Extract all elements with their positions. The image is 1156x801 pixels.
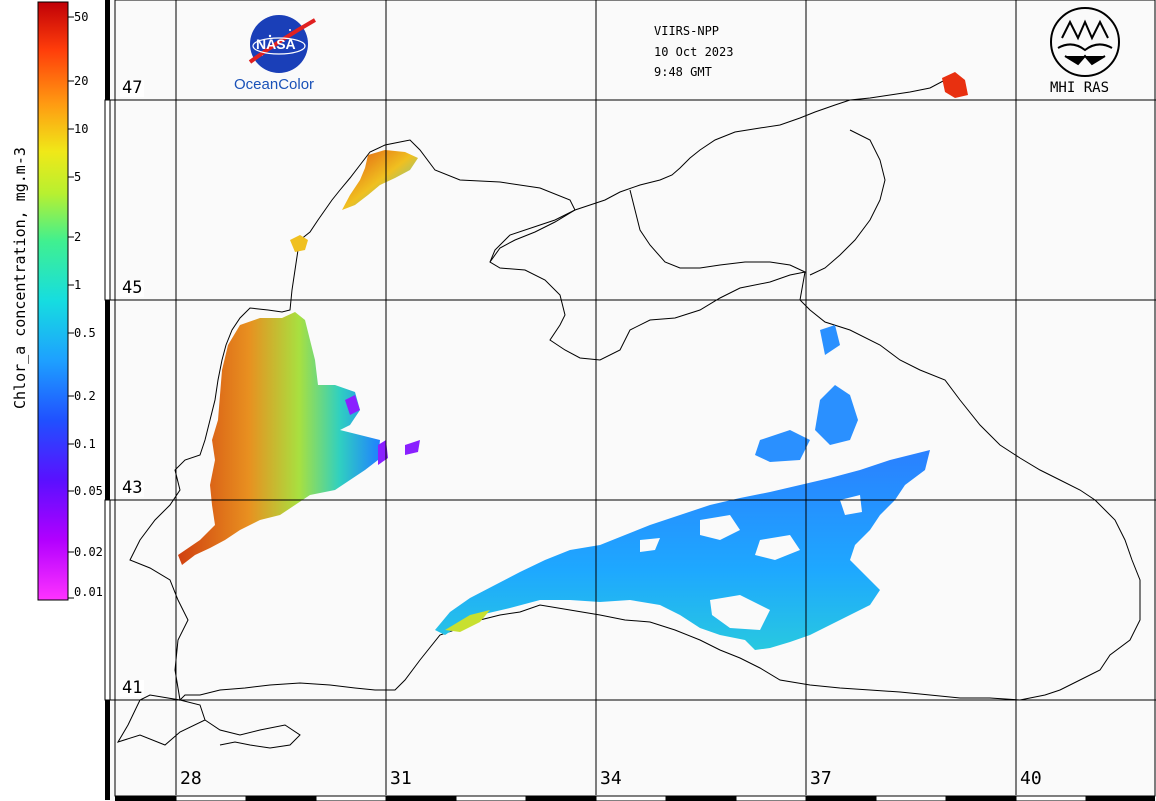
latitude-label: 41	[120, 678, 145, 698]
oceancolor-label: OceanColor	[234, 76, 315, 93]
colorbar-tick-label: 50	[74, 10, 89, 24]
colorbar-tick-label: 0.5	[74, 326, 96, 340]
colorbar-tick-label: 0.1	[74, 437, 96, 451]
coastline	[116, 77, 1141, 749]
colorbar-tick-label: 0.05	[74, 484, 103, 498]
longitude-label: 28	[180, 768, 202, 789]
mhi-ras-label: MHI RAS	[1050, 80, 1110, 96]
colorbar-tick-label: 10	[74, 122, 89, 136]
longitude-label: 40	[1020, 768, 1042, 789]
mhi-ras-logo	[1050, 7, 1120, 77]
colorbar-ticks	[68, 16, 74, 599]
dnieper-bloom	[342, 150, 418, 210]
eastern-patch	[755, 325, 858, 462]
lat-lon-grid	[105, 0, 1156, 795]
left-scale-bar	[104, 0, 111, 800]
azov-bloom	[942, 72, 968, 98]
colorbar-tick-label: 0.02	[74, 545, 103, 559]
latitude-label: 45	[120, 278, 145, 298]
south-coast-bloom	[445, 610, 490, 632]
bottom-scale-bar	[115, 795, 1155, 801]
sensor-label: VIIRS-NPP	[654, 24, 720, 38]
nasa-logo	[248, 15, 316, 73]
nasa-wordmark: NASA	[256, 36, 296, 52]
nw-shelf-purple	[345, 395, 420, 465]
longitude-label: 34	[600, 768, 622, 789]
colorbar	[37, 1, 69, 601]
latitude-label: 43	[120, 478, 145, 498]
date-label: 10 Oct 2023	[654, 45, 734, 59]
colorbar-tick-label: 20	[74, 74, 89, 88]
longitude-label: 31	[390, 768, 412, 789]
colorbar-tick-label: 5	[74, 170, 82, 184]
colorbar-tick-label: 0.01	[74, 585, 103, 599]
colorbar-tick-label: 2	[74, 230, 82, 244]
colorbar-tick-label: 0.2	[74, 389, 96, 403]
nw-shelf-bloom	[178, 312, 380, 565]
longitude-label: 37	[810, 768, 832, 789]
time-label: 9:48 GMT	[654, 65, 712, 79]
colorbar-tick-label: 1	[74, 278, 82, 292]
colorbar-title: Chlor_a concentration, mg.m-3	[11, 147, 29, 409]
odessa-bloom	[290, 235, 308, 252]
latitude-label: 47	[120, 78, 145, 98]
